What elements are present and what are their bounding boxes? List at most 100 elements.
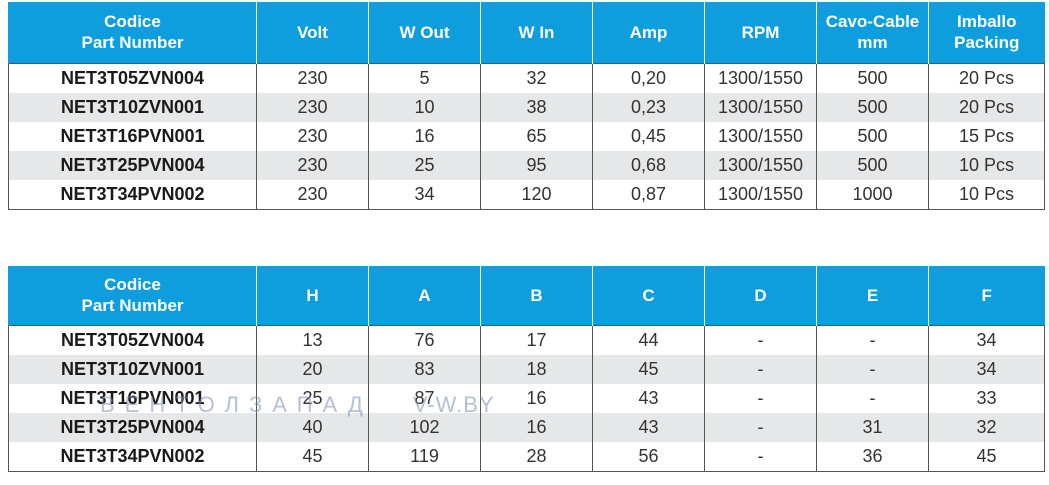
volt-cell: 230 [256,92,369,122]
h-cell: 40 [256,412,369,442]
cable-cell: 500 [816,92,929,122]
part-number-cell: NET3T16PVN001 [8,121,257,151]
w-out-cell: 34 [368,179,481,210]
table-row: NET3T34PVN002 230 34 120 0,87 1300/1550 … [8,179,1045,210]
w-out-cell: 5 [368,62,481,93]
table-header-row: Codice Part Number H A B C D E F [8,266,1045,325]
e-cell: - [816,383,929,413]
table-header-row: Codice Part Number Volt W Out W In Amp R… [8,2,1045,63]
part-number-cell: NET3T16PVN001 [8,383,257,413]
rpm-cell: 1300/1550 [704,121,817,151]
header-part-number: Codice Part Number [8,266,257,325]
a-cell: 87 [368,383,481,413]
d-cell: - [704,441,817,472]
f-cell: 45 [928,441,1045,472]
header-packing: Imballo Packing [928,2,1045,63]
w-in-cell: 120 [480,179,593,210]
table-row: NET3T25PVN004 40 102 16 43 - 31 32 [8,412,1045,442]
amp-cell: 0,68 [592,150,705,180]
h-cell: 45 [256,441,369,472]
f-cell: 32 [928,412,1045,442]
dimensions-table: Codice Part Number H A B C D E F NET3T05… [8,266,1045,472]
part-number-cell: NET3T10ZVN001 [8,92,257,122]
amp-cell: 0,45 [592,121,705,151]
w-in-cell: 38 [480,92,593,122]
header-h: H [256,266,369,325]
part-number-cell: NET3T05ZVN004 [8,62,257,93]
header-a: A [368,266,481,325]
header-c: C [592,266,705,325]
table-row: NET3T05ZVN004 13 76 17 44 - - 34 [8,324,1045,355]
table-row: NET3T34PVN002 45 119 28 56 - 36 45 [8,441,1045,472]
header-w-out: W Out [368,2,481,63]
w-out-cell: 25 [368,150,481,180]
cable-cell: 500 [816,62,929,93]
part-number-cell: NET3T34PVN002 [8,179,257,210]
rpm-cell: 1300/1550 [704,62,817,93]
header-b: B [480,266,593,325]
d-cell: - [704,354,817,384]
h-cell: 25 [256,383,369,413]
d-cell: - [704,412,817,442]
b-cell: 18 [480,354,593,384]
amp-cell: 0,23 [592,92,705,122]
part-number-cell: NET3T25PVN004 [8,150,257,180]
a-cell: 76 [368,324,481,355]
part-number-cell: NET3T25PVN004 [8,412,257,442]
table-row: NET3T25PVN004 230 25 95 0,68 1300/1550 5… [8,150,1045,180]
packing-cell: 15 Pcs [928,121,1045,151]
e-cell: 36 [816,441,929,472]
w-in-cell: 95 [480,150,593,180]
volt-cell: 230 [256,62,369,93]
h-cell: 20 [256,354,369,384]
rpm-cell: 1300/1550 [704,92,817,122]
table-row: NET3T16PVN001 25 87 16 43 - - 33 [8,383,1045,413]
header-amp: Amp [592,2,705,63]
header-w-in: W In [480,2,593,63]
packing-cell: 20 Pcs [928,92,1045,122]
header-volt: Volt [256,2,369,63]
w-out-cell: 16 [368,121,481,151]
e-cell: 31 [816,412,929,442]
packing-cell: 20 Pcs [928,62,1045,93]
table-row: NET3T16PVN001 230 16 65 0,45 1300/1550 5… [8,121,1045,151]
c-cell: 45 [592,354,705,384]
w-in-cell: 32 [480,62,593,93]
w-in-cell: 65 [480,121,593,151]
header-d: D [704,266,817,325]
table-row: NET3T05ZVN004 230 5 32 0,20 1300/1550 50… [8,62,1045,93]
header-rpm: RPM [704,2,817,63]
cable-cell: 500 [816,121,929,151]
f-cell: 34 [928,324,1045,355]
w-out-cell: 10 [368,92,481,122]
part-number-cell: NET3T34PVN002 [8,441,257,472]
c-cell: 43 [592,383,705,413]
volt-cell: 230 [256,150,369,180]
b-cell: 17 [480,324,593,355]
b-cell: 28 [480,441,593,472]
header-part-number: Codice Part Number [8,2,257,63]
volt-cell: 230 [256,121,369,151]
header-cable: Cavo-Cable mm [816,2,929,63]
a-cell: 102 [368,412,481,442]
c-cell: 43 [592,412,705,442]
h-cell: 13 [256,324,369,355]
header-e: E [816,266,929,325]
d-cell: - [704,383,817,413]
a-cell: 119 [368,441,481,472]
packing-cell: 10 Pcs [928,150,1045,180]
cable-cell: 500 [816,150,929,180]
table-row: NET3T10ZVN001 230 10 38 0,23 1300/1550 5… [8,92,1045,122]
electrical-specs-table: Codice Part Number Volt W Out W In Amp R… [8,2,1045,210]
volt-cell: 230 [256,179,369,210]
header-f: F [928,266,1045,325]
b-cell: 16 [480,412,593,442]
f-cell: 33 [928,383,1045,413]
amp-cell: 0,87 [592,179,705,210]
e-cell: - [816,324,929,355]
c-cell: 44 [592,324,705,355]
packing-cell: 10 Pcs [928,179,1045,210]
f-cell: 34 [928,354,1045,384]
e-cell: - [816,354,929,384]
d-cell: - [704,324,817,355]
